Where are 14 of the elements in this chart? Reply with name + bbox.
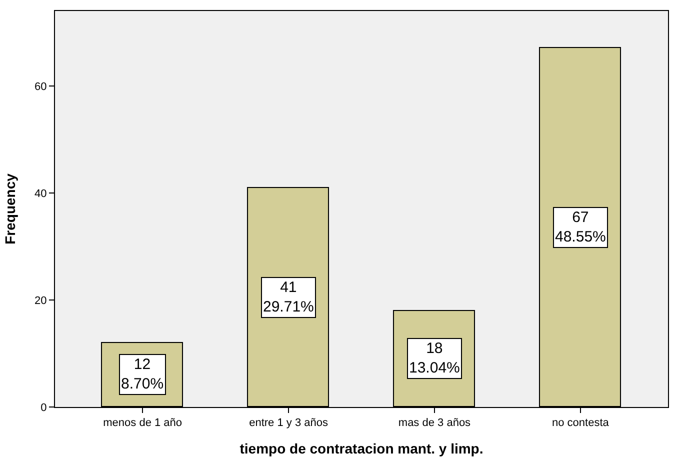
- y-tick-label: 60: [34, 80, 47, 93]
- y-tick-label: 0: [40, 402, 47, 414]
- data-label: 41 29.71%: [263, 279, 314, 316]
- y-tick-label: 40: [34, 188, 47, 200]
- x-tick-label: menos de 1 año: [103, 417, 182, 430]
- data-label: 18 13.04%: [409, 340, 460, 376]
- x-axis-title: tiempo de contratacion mant. y limp.: [240, 440, 484, 456]
- data-label: 67 48.55%: [555, 209, 606, 246]
- y-axis-title: Frequency: [2, 173, 18, 244]
- x-tick-label: no contesta: [552, 417, 610, 430]
- y-tick-label: 20: [34, 294, 47, 307]
- x-tick-label: mas de 3 años: [398, 417, 472, 430]
- x-tick-label: entre 1 y 3 años: [249, 417, 328, 430]
- data-label: 12 8.70%: [121, 356, 164, 392]
